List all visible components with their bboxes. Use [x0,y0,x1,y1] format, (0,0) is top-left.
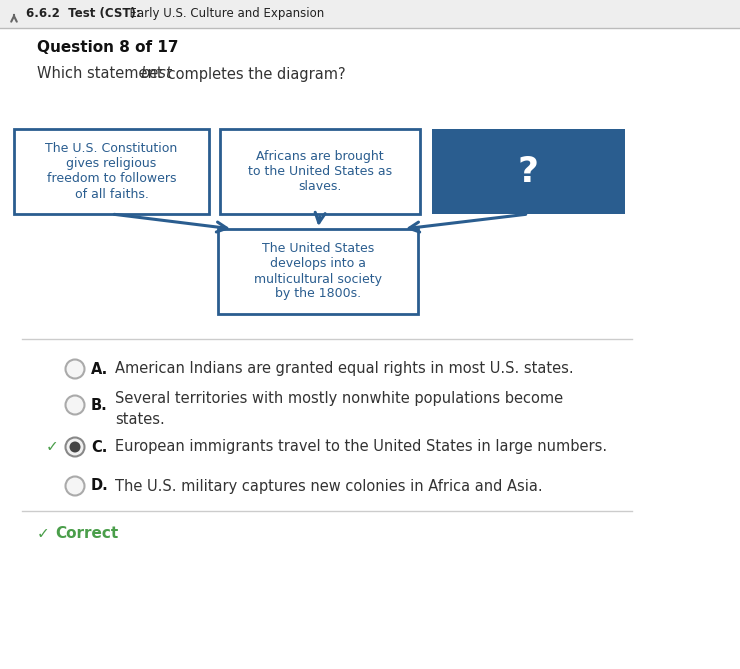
Text: completes the diagram?: completes the diagram? [163,66,346,82]
FancyBboxPatch shape [220,129,420,214]
FancyBboxPatch shape [218,229,418,314]
Text: Correct: Correct [55,527,118,541]
Text: Question 8 of 17: Question 8 of 17 [37,39,178,54]
Text: ✓: ✓ [46,440,58,454]
Text: European immigrants travel to the United States in large numbers.: European immigrants travel to the United… [115,440,607,454]
Text: ✓: ✓ [37,527,50,541]
Text: The U.S. military captures new colonies in Africa and Asia.: The U.S. military captures new colonies … [115,478,542,494]
Text: states.: states. [115,411,165,427]
Text: American Indians are granted equal rights in most U.S. states.: American Indians are granted equal right… [115,361,574,377]
FancyBboxPatch shape [14,129,209,214]
Text: C.: C. [91,440,107,454]
Text: B.: B. [91,397,108,413]
Bar [0,0,740,28]
Text: The United States
develops into a
multicultural society
by the 1800s.: The United States develops into a multic… [254,242,382,300]
FancyBboxPatch shape [432,129,625,214]
Circle shape [70,442,81,452]
Circle shape [66,438,84,456]
Text: The U.S. Constitution
gives religious
freedom to followers
of all faiths.: The U.S. Constitution gives religious fr… [45,142,178,201]
Text: Africans are brought
to the United States as
slaves.: Africans are brought to the United State… [248,150,392,193]
Circle shape [66,395,84,415]
Text: best: best [140,66,172,82]
Circle shape [66,359,84,379]
Text: 6.6.2  Test (CST):: 6.6.2 Test (CST): [26,7,141,21]
Circle shape [66,476,84,496]
Text: Early U.S. Culture and Expansion: Early U.S. Culture and Expansion [122,7,324,21]
Text: ?: ? [518,155,539,189]
Text: Which statement: Which statement [37,66,167,82]
Text: A.: A. [91,361,108,377]
Text: D.: D. [91,478,109,494]
Text: Several territories with mostly nonwhite populations become: Several territories with mostly nonwhite… [115,391,563,405]
